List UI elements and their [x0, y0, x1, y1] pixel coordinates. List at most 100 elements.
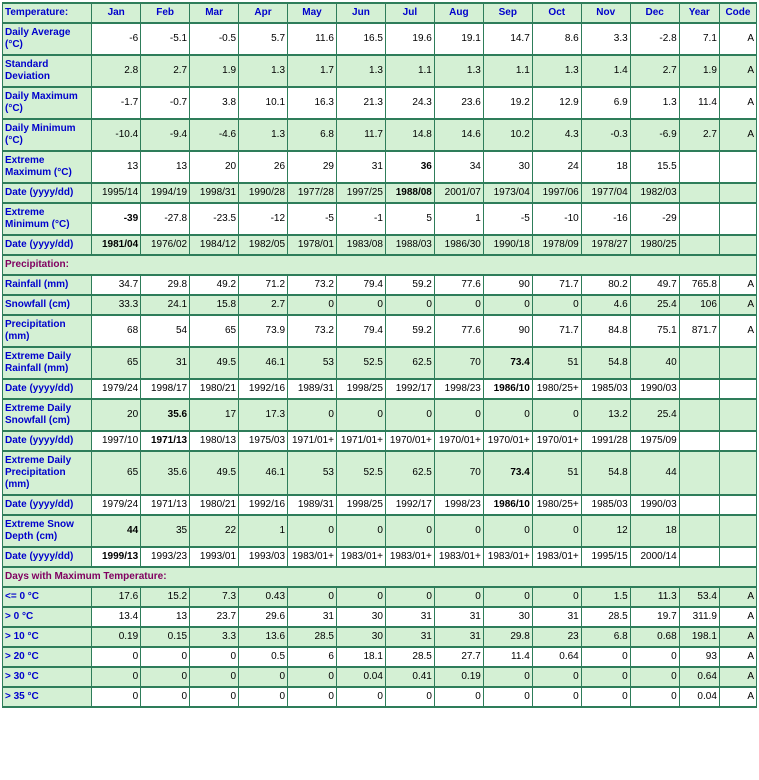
cell: 1983/01+	[288, 547, 337, 567]
cell: 49.5	[190, 451, 239, 495]
cell: 871.7	[679, 315, 719, 347]
cell: 1976/02	[141, 235, 190, 255]
col-year: Year	[679, 3, 719, 23]
cell: -2.8	[630, 23, 679, 55]
cell: 0	[190, 687, 239, 707]
cell: 40	[630, 347, 679, 379]
cell: 8.6	[532, 23, 581, 55]
cell: 1979/24	[92, 495, 141, 515]
row-label: Date (yyyy/dd)	[3, 379, 92, 399]
cell: 25.4	[630, 399, 679, 431]
cell: 0	[434, 515, 483, 547]
section-header: Days with Maximum Temperature:	[3, 567, 757, 587]
cell: 0	[532, 667, 581, 687]
cell: 44	[92, 515, 141, 547]
cell: 27.7	[434, 647, 483, 667]
cell: 6.8	[581, 627, 630, 647]
cell: 77.6	[434, 315, 483, 347]
cell: 0	[581, 667, 630, 687]
row-label: Extreme Snow Depth (cm)	[3, 515, 92, 547]
cell: -6.9	[630, 119, 679, 151]
cell: 0	[288, 667, 337, 687]
cell: 19.6	[385, 23, 434, 55]
cell: 1971/13	[141, 495, 190, 515]
cell: 198.1	[679, 627, 719, 647]
cell: 0	[483, 667, 532, 687]
cell: 0.41	[385, 667, 434, 687]
cell: 14.8	[385, 119, 434, 151]
cell: -5	[483, 203, 532, 235]
cell: A	[719, 315, 756, 347]
cell: 73.9	[239, 315, 288, 347]
cell: 1986/10	[483, 495, 532, 515]
cell: 13	[92, 151, 141, 183]
cell: 1983/01+	[336, 547, 385, 567]
cell: 11.4	[483, 647, 532, 667]
cell: 1970/01+	[483, 431, 532, 451]
cell: 30	[483, 607, 532, 627]
cell: 0	[288, 587, 337, 607]
cell: 79.4	[336, 315, 385, 347]
cell: 13.2	[581, 399, 630, 431]
cell: 1993/03	[239, 547, 288, 567]
cell: 0.64	[679, 667, 719, 687]
cell	[679, 495, 719, 515]
cell: -23.5	[190, 203, 239, 235]
cell: 1990/03	[630, 495, 679, 515]
cell: 35	[141, 515, 190, 547]
cell: 77.6	[434, 275, 483, 295]
cell: 1985/03	[581, 495, 630, 515]
cell: 31	[532, 607, 581, 627]
cell: 6.8	[288, 119, 337, 151]
col-jul: Jul	[385, 3, 434, 23]
cell: 30	[336, 627, 385, 647]
row-label: Date (yyyy/dd)	[3, 235, 92, 255]
cell: 0	[483, 515, 532, 547]
cell: 0	[336, 295, 385, 315]
cell: 2.8	[92, 55, 141, 87]
table-row: Snowfall (cm)33.324.115.82.70000004.625.…	[3, 295, 757, 315]
cell: 0	[581, 647, 630, 667]
cell: 53	[288, 451, 337, 495]
cell: -10	[532, 203, 581, 235]
cell: 1980/13	[190, 431, 239, 451]
table-row: Daily Average (°C)-6-5.1-0.55.711.616.51…	[3, 23, 757, 55]
row-label: Daily Average (°C)	[3, 23, 92, 55]
cell: 18	[630, 515, 679, 547]
cell: 90	[483, 315, 532, 347]
cell: 1992/16	[239, 379, 288, 399]
cell: 12.9	[532, 87, 581, 119]
cell: 0.15	[141, 627, 190, 647]
cell: 17.6	[92, 587, 141, 607]
cell: 0	[385, 587, 434, 607]
cell: 4.6	[581, 295, 630, 315]
cell: 11.4	[679, 87, 719, 119]
cell: 3.8	[190, 87, 239, 119]
cell: 68	[92, 315, 141, 347]
cell: 0	[385, 295, 434, 315]
cell: 73.2	[288, 315, 337, 347]
cell: 13	[141, 607, 190, 627]
cell	[719, 183, 756, 203]
cell: -1	[336, 203, 385, 235]
cell: 14.6	[434, 119, 483, 151]
cell	[719, 379, 756, 399]
cell: 1991/28	[581, 431, 630, 451]
cell: 1.1	[385, 55, 434, 87]
cell	[719, 399, 756, 431]
cell: 73.2	[288, 275, 337, 295]
cell: 23.6	[434, 87, 483, 119]
col-may: May	[288, 3, 337, 23]
cell: 10.1	[239, 87, 288, 119]
cell: A	[719, 607, 756, 627]
cell: 1.3	[532, 55, 581, 87]
cell: 1990/18	[483, 235, 532, 255]
cell: 1988/03	[385, 235, 434, 255]
cell: 62.5	[385, 451, 434, 495]
cell: 2.7	[141, 55, 190, 87]
cell: 1997/10	[92, 431, 141, 451]
cell: 25.4	[630, 295, 679, 315]
cell: 24.1	[141, 295, 190, 315]
cell: 1983/08	[336, 235, 385, 255]
cell: 0	[630, 667, 679, 687]
